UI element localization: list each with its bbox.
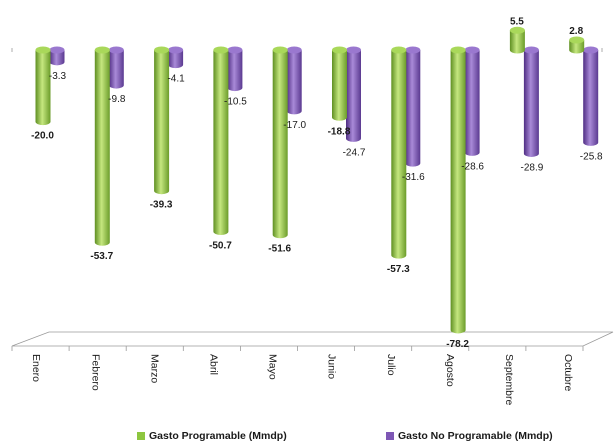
bar-gasto-no-programable (49, 50, 65, 66)
value-label-gasto-programable: 5.5 (510, 16, 524, 27)
category-label: Octubre (562, 354, 574, 392)
bar-gasto-programable-cap (272, 46, 288, 54)
category-label: Mayo (267, 354, 279, 380)
bar-gasto-programable-cap (213, 46, 229, 54)
bar-gasto-programable (450, 50, 466, 334)
bar-gasto-programable-cap (450, 46, 466, 54)
category-label: Abril (208, 354, 220, 375)
bar-gasto-programable (509, 30, 525, 54)
bar-chart: -20.0 -3.3 -53.7 -9.8 -39.3 -4.1 -50.7 -10.5 -51… (11, 16, 614, 406)
bar-gasto-programable (272, 50, 288, 239)
bar-gasto-no-programable-cap (168, 46, 184, 54)
category-label: Febrero (89, 354, 101, 391)
legend-swatch-green (137, 432, 145, 440)
value-label-gasto-no-programable: -17.0 (283, 120, 306, 131)
chart-floor-plane (11, 331, 614, 347)
bars-group (35, 26, 599, 334)
bar-gasto-no-programable-cap (49, 46, 65, 54)
bar-gasto-no-programable (583, 50, 599, 146)
bar-gasto-programable (94, 50, 110, 246)
bar-gasto-no-programable (168, 50, 184, 69)
bar-gasto-programable-cap (569, 36, 585, 44)
bar-gasto-no-programable (405, 50, 421, 167)
bar-gasto-no-programable (286, 50, 302, 115)
category-label: Agosto (444, 354, 456, 387)
category-label: Junio (326, 354, 338, 379)
category-label: Enero (30, 354, 42, 382)
value-label-gasto-no-programable: -24.7 (343, 147, 366, 158)
bar-gasto-programable (154, 50, 170, 195)
bar-gasto-no-programable-cap (464, 46, 480, 54)
bar-gasto-no-programable-cap (523, 46, 539, 54)
value-label-gasto-no-programable: -28.6 (461, 161, 484, 172)
bar-gasto-programable-cap (391, 46, 407, 54)
bar-gasto-programable (569, 39, 585, 54)
value-label-gasto-programable: -20.0 (31, 131, 54, 142)
bar-gasto-no-programable-cap (286, 46, 302, 54)
value-labels-group: -20.0 -3.3 -53.7 -9.8 -39.3 -4.1 -50.7 -10.5 -51… (31, 16, 603, 350)
category-label: Julio (385, 354, 397, 376)
legend-item-gasto-programable: Gasto Programable (Mmdp) (137, 430, 287, 442)
category-label: Septembre (503, 354, 515, 406)
chart-floor (11, 48, 614, 351)
value-label-gasto-programable: -51.6 (268, 244, 291, 255)
value-label-gasto-no-programable: -31.6 (402, 172, 425, 183)
bar-gasto-no-programable-cap (346, 46, 361, 54)
legend-label: Gasto Programable (Mmdp) (149, 430, 287, 442)
legend-label: Gasto No Programable (Mmdp) (398, 430, 553, 442)
bar-gasto-programable-cap (94, 46, 110, 54)
bar-gasto-programable (391, 50, 407, 259)
bar-gasto-programable-cap (332, 46, 347, 54)
value-label-gasto-programable: -39.3 (150, 200, 173, 211)
value-label-gasto-programable: -53.7 (90, 251, 113, 262)
value-label-gasto-no-programable: -10.5 (224, 97, 247, 108)
bar-gasto-programable (35, 50, 51, 126)
legend-item-gasto-no-programable: Gasto No Programable (Mmdp) (386, 430, 553, 442)
value-label-gasto-no-programable: -4.1 (167, 74, 185, 85)
bar-gasto-programable (213, 50, 229, 236)
value-label-gasto-programable: -50.7 (209, 241, 232, 252)
bar-gasto-no-programable (464, 50, 480, 156)
value-label-gasto-programable: 2.8 (569, 26, 583, 37)
bar-gasto-no-programable (346, 50, 361, 142)
legend-swatch-purple (386, 432, 394, 440)
legend: Gasto Programable (Mmdp) Gasto No Progra… (0, 430, 614, 444)
bar-gasto-no-programable (523, 50, 539, 157)
value-label-gasto-programable: -57.3 (387, 264, 410, 275)
value-label-gasto-no-programable: -28.9 (521, 162, 544, 173)
value-label-gasto-no-programable: -9.8 (108, 94, 126, 105)
bar-gasto-no-programable (227, 50, 243, 92)
category-ticks-group: Enero Febrero Marzo Abril Mayo Junio Julio Agos… (30, 354, 574, 406)
value-label-gasto-no-programable: -25.8 (580, 151, 603, 162)
value-label-gasto-programable: -78.2 (446, 339, 469, 350)
bar-gasto-no-programable-cap (108, 46, 124, 54)
bar-gasto-programable-cap (35, 46, 51, 54)
bar-gasto-no-programable-cap (227, 46, 243, 54)
bar-gasto-no-programable (108, 50, 124, 89)
bar-gasto-no-programable-cap (583, 46, 599, 54)
bar-gasto-programable-cap (154, 46, 170, 54)
value-label-gasto-no-programable: -3.3 (49, 71, 67, 82)
value-label-gasto-programable: -18.8 (328, 126, 351, 137)
category-label: Marzo (148, 354, 160, 383)
bar-gasto-programable-cap (509, 26, 525, 34)
bar-gasto-no-programable-cap (405, 46, 421, 54)
bar-gasto-programable (332, 50, 347, 121)
